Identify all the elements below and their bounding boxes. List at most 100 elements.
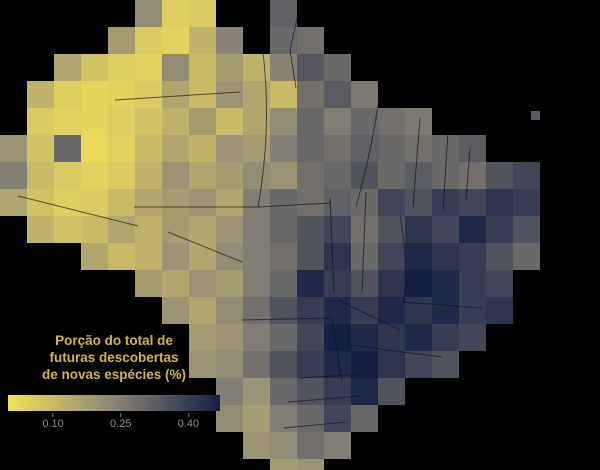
grid-cell — [243, 162, 270, 189]
grid-cell — [378, 243, 405, 270]
grid-cell — [324, 162, 351, 189]
grid-cell — [297, 243, 324, 270]
grid-cell — [162, 216, 189, 243]
grid-cell — [297, 432, 324, 459]
grid-cell — [459, 270, 486, 297]
legend-title-line-1: Porção do total de — [55, 333, 173, 348]
grid-cell — [432, 324, 459, 351]
grid-cell — [162, 270, 189, 297]
grid-cell — [216, 54, 243, 81]
grid-cell — [513, 243, 540, 270]
legend-tick-040: 0.40 — [178, 413, 199, 430]
grid-cell — [135, 270, 162, 297]
grid-cell — [162, 135, 189, 162]
grid-cell — [297, 405, 324, 432]
grid-cell — [459, 216, 486, 243]
grid-cell — [351, 135, 378, 162]
grid-cell — [432, 351, 459, 378]
legend-title-line-3: de novas espécies (%) — [41, 367, 187, 382]
grid-cell — [135, 162, 162, 189]
grid-cell — [243, 432, 270, 459]
grid-cell — [432, 135, 459, 162]
grid-cell — [135, 216, 162, 243]
grid-cell — [162, 189, 189, 216]
grid-cell — [216, 135, 243, 162]
grid-cell — [432, 216, 459, 243]
grid-cell — [486, 189, 513, 216]
grid-cell — [189, 216, 216, 243]
grid-cell — [189, 189, 216, 216]
grid-cell — [270, 351, 297, 378]
grid-cell — [513, 189, 540, 216]
grid-cell — [378, 189, 405, 216]
grid-cell — [243, 243, 270, 270]
grid-cell — [324, 432, 351, 459]
grid-cell — [216, 81, 243, 108]
tick-label: 0.40 — [177, 418, 200, 430]
legend-colorbar — [8, 395, 220, 411]
grid-cell — [27, 108, 54, 135]
grid-cell — [189, 162, 216, 189]
grid-cell — [486, 162, 513, 189]
grid-cell — [162, 243, 189, 270]
grid-cell — [351, 297, 378, 324]
grid-cell — [270, 432, 297, 459]
grid-cell — [405, 270, 432, 297]
grid-cell — [324, 189, 351, 216]
grid-cell — [108, 135, 135, 162]
grid-cell — [378, 270, 405, 297]
grid-cell — [162, 54, 189, 81]
grid-cell — [486, 270, 513, 297]
grid-cell — [297, 162, 324, 189]
grid-cell — [378, 378, 405, 405]
legend: Porção do total de futuras descobertas d… — [8, 332, 220, 431]
grid-cell — [135, 27, 162, 54]
grid-cell — [270, 108, 297, 135]
grid-cell — [486, 297, 513, 324]
grid-cell — [270, 297, 297, 324]
grid-cell — [378, 216, 405, 243]
grid-cell — [243, 108, 270, 135]
grid-cell — [81, 108, 108, 135]
grid-cell — [216, 162, 243, 189]
grid-cell — [189, 297, 216, 324]
grid-cell — [54, 135, 81, 162]
grid-cell — [81, 216, 108, 243]
grid-cell — [351, 162, 378, 189]
grid-cell — [297, 81, 324, 108]
grid-cell — [243, 270, 270, 297]
grid-cell — [432, 270, 459, 297]
grid-cell — [270, 27, 297, 54]
grid-cell — [405, 216, 432, 243]
grid-cell — [108, 162, 135, 189]
grid-cell — [270, 324, 297, 351]
grid-cell — [81, 162, 108, 189]
grid-cell — [54, 54, 81, 81]
grid-cell — [108, 108, 135, 135]
grid-cell — [351, 216, 378, 243]
grid-cell — [270, 459, 297, 470]
grid-cell — [216, 243, 243, 270]
grid-cell — [432, 297, 459, 324]
grid-cell — [27, 81, 54, 108]
grid-cell — [27, 135, 54, 162]
grid-cell — [351, 243, 378, 270]
grid-cell — [243, 378, 270, 405]
grid-cell — [405, 189, 432, 216]
tick-label: 0.10 — [42, 418, 64, 430]
grid-cell — [378, 324, 405, 351]
grid-cell — [459, 324, 486, 351]
grid-cell — [297, 189, 324, 216]
grid-cell — [243, 324, 270, 351]
grid-cell — [54, 216, 81, 243]
grid-cell — [189, 0, 216, 27]
grid-cell — [189, 108, 216, 135]
grid-cell — [297, 108, 324, 135]
grid-cell — [270, 135, 297, 162]
grid-cell — [27, 162, 54, 189]
grid-cell — [135, 108, 162, 135]
grid-cell — [54, 108, 81, 135]
grid-cell — [27, 216, 54, 243]
grid-cell — [324, 405, 351, 432]
grid-cell — [324, 243, 351, 270]
